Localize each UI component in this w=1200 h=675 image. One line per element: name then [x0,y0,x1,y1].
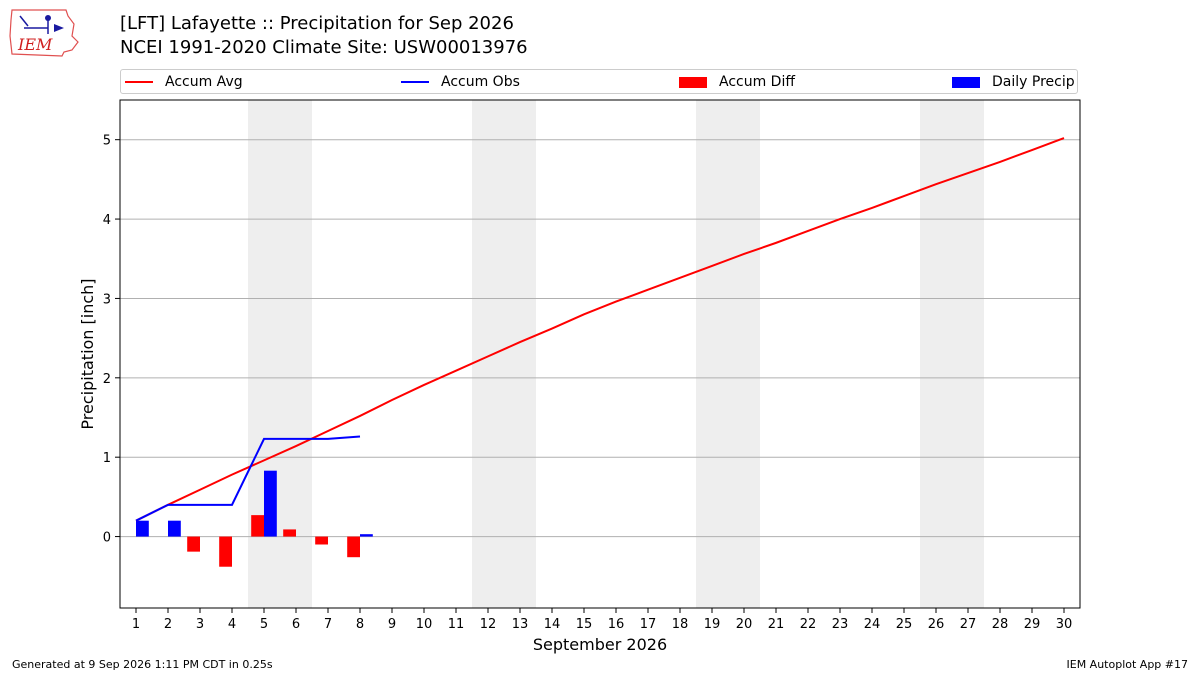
x-tick-label-7: 7 [324,617,332,632]
x-tick-label-12: 12 [480,617,497,632]
x-tick-label-29: 29 [1024,617,1041,632]
bar-daily-precip-1 [136,520,149,537]
legend-label-accum-obs: Accum Obs [441,74,520,90]
bar-accum-diff-6 [283,529,296,537]
x-tick-label-10: 10 [416,617,433,632]
x-tick-label-2: 2 [164,617,172,632]
legend-item-accum-diff: Accum Diff [679,74,795,90]
x-tick-label-9: 9 [388,617,396,632]
plot-frame [119,99,1081,609]
weekend-shade-3 [920,100,984,608]
x-tick-label-4: 4 [228,617,236,632]
x-tick-label-22: 22 [800,617,817,632]
x-tick-label-25: 25 [896,617,913,632]
legend-item-accum-obs: Accum Obs [401,74,520,90]
legend-swatch-daily-precip [952,76,980,88]
logo-text: IEM [17,35,53,54]
x-tick-label-8: 8 [356,617,364,632]
legend-swatch-accum-diff [679,76,707,88]
bar-accum-diff-7 [315,536,328,545]
x-tick-label-17: 17 [640,617,657,632]
x-tick-label-13: 13 [512,617,529,632]
legend-swatch-accum-avg [125,81,153,83]
x-tick-label-20: 20 [736,617,753,632]
chart-subtitle: NCEI 1991-2020 Climate Site: USW00013976 [120,37,528,58]
x-tick-label-5: 5 [260,617,268,632]
legend-swatch-accum-obs [401,81,429,83]
weekend-shade-2 [696,100,760,608]
x-tick-label-28: 28 [992,617,1009,632]
y-tick-label-0: 0 [103,531,111,546]
x-tick-label-30: 30 [1056,617,1073,632]
legend-label-accum-avg: Accum Avg [165,74,243,90]
y-tick-label-1: 1 [103,451,111,466]
x-tick-label-11: 11 [448,617,465,632]
legend-item-daily-precip: Daily Precip [952,74,1075,90]
x-tick-label-23: 23 [832,617,849,632]
x-tick-label-3: 3 [196,617,204,632]
iem-iowa-logo-icon: IEM [9,9,79,57]
legend-item-accum-avg: Accum Avg [125,74,243,90]
footer-generated: Generated at 9 Sep 2026 1:11 PM CDT in 0… [12,658,273,671]
x-tick-label-16: 16 [608,617,625,632]
line-accum-avg [135,137,1065,522]
x-tick-label-21: 21 [768,617,785,632]
x-axis-label: September 2026 [533,635,667,654]
x-tick-label-6: 6 [292,617,300,632]
bar-daily-precip-8 [360,534,373,537]
x-tick-label-18: 18 [672,617,689,632]
legend-label-accum-diff: Accum Diff [719,74,796,90]
x-tick-label-24: 24 [864,617,881,632]
y-tick-label-4: 4 [103,213,111,228]
weekend-shade-1 [472,100,536,608]
x-tick-label-26: 26 [928,617,945,632]
footer-app: IEM Autoplot App #17 [1066,658,1189,671]
legend-label-daily-precip: Daily Precip [992,74,1075,90]
bar-daily-precip-2 [168,520,181,537]
legend: Accum Avg Accum Obs Accum Diff Daily Pre… [120,69,1078,94]
x-tick-label-1: 1 [132,617,140,632]
x-tick-label-15: 15 [576,617,593,632]
bar-daily-precip-5 [264,470,277,537]
bar-accum-diff-8 [347,536,360,558]
y-tick-label-2: 2 [103,372,111,387]
bar-accum-diff-3 [187,536,200,552]
x-tick-label-14: 14 [544,617,561,632]
x-tick-label-27: 27 [960,617,977,632]
y-tick-label-5: 5 [103,134,111,149]
bar-accum-diff-4 [219,536,232,567]
bar-accum-diff-5 [251,515,264,537]
y-tick-label-3: 3 [103,292,111,307]
y-axis-label: Precipitation [inch] [78,278,97,429]
chart-title: [LFT] Lafayette :: Precipitation for Sep… [120,13,514,34]
line-accum-obs [135,435,361,522]
x-tick-label-19: 19 [704,617,721,632]
